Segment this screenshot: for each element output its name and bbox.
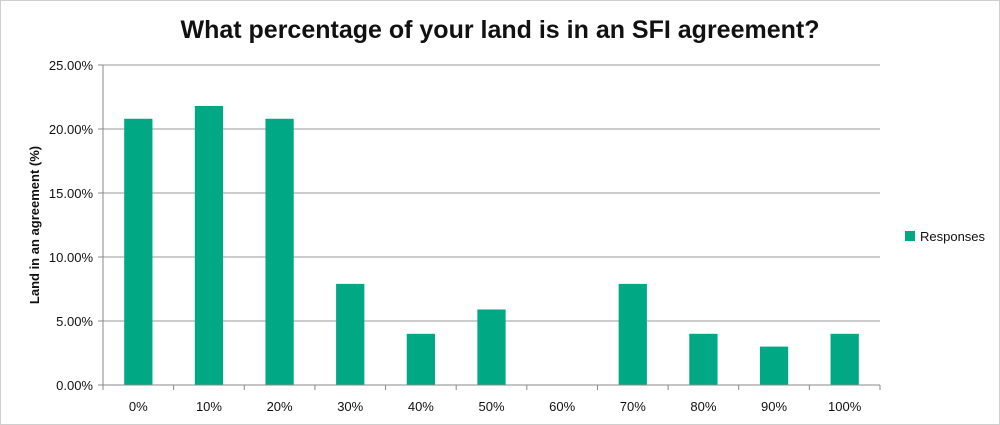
x-tick-label: 90%: [761, 399, 787, 414]
y-tick-label: 10.00%: [49, 250, 94, 265]
y-tick-label: 25.00%: [49, 58, 94, 73]
legend-swatch-responses: [905, 231, 915, 241]
bar: [336, 283, 365, 385]
y-tick-label: 15.00%: [49, 186, 94, 201]
legend: Responses: [905, 229, 986, 244]
x-tick-label: 10%: [196, 399, 222, 414]
bars: [124, 105, 859, 386]
bar: [830, 333, 859, 385]
gridlines: [103, 64, 880, 322]
bar: [406, 333, 435, 385]
bar: [618, 283, 647, 385]
y-tick-label: 20.00%: [49, 122, 94, 137]
bar: [124, 118, 153, 385]
bar: [689, 333, 718, 385]
y-tick-label: 5.00%: [56, 314, 93, 329]
legend-label-responses: Responses: [920, 229, 986, 244]
chart-title: What percentage of your land is in an SF…: [180, 16, 819, 44]
y-axis-label: Land in an agreement (%): [27, 146, 42, 304]
bar: [194, 105, 224, 386]
x-tick-label: 100%: [828, 399, 862, 414]
x-tick-label: 0%: [129, 399, 148, 414]
x-tick-label: 20%: [267, 399, 293, 414]
y-axis-ticks: 0.00% 5.00% 10.00% 15.00% 20.00% 25.00%: [49, 58, 103, 393]
x-tick-label: 80%: [690, 399, 716, 414]
x-tick-label: 70%: [620, 399, 646, 414]
x-tick-label: 30%: [337, 399, 363, 414]
x-axis-ticks: 0% 10% 20% 30% 40% 50% 60% 70% 80% 90% 100%: [102, 385, 881, 414]
bar: [265, 118, 294, 385]
bar: [759, 346, 789, 385]
x-tick-label: 60%: [549, 399, 575, 414]
y-tick-label: 0.00%: [56, 378, 93, 393]
bar: [477, 309, 506, 385]
x-tick-label: 50%: [478, 399, 504, 414]
x-tick-label: 40%: [408, 399, 434, 414]
